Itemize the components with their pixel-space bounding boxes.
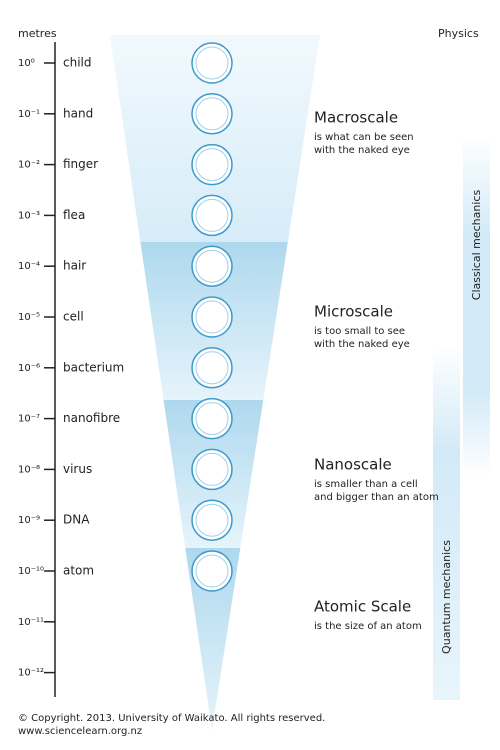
icon-inner — [195, 351, 229, 385]
icon-inner — [195, 503, 229, 537]
power-label: 10⁻⁷ — [18, 414, 40, 425]
icon — [191, 499, 233, 541]
scale-title: Atomic Scale — [314, 598, 411, 616]
icon — [191, 448, 233, 491]
icon-inner — [195, 300, 229, 334]
physics-label: Physics — [438, 27, 479, 40]
icon-inner — [195, 198, 229, 232]
power-label: 10⁻⁹ — [18, 515, 40, 526]
scale-title: Nanoscale — [314, 456, 392, 474]
icon — [191, 550, 233, 592]
classical-bar — [463, 135, 490, 475]
scale-title: Microscale — [314, 303, 393, 321]
icon-inner — [195, 148, 229, 182]
power-label: 10⁻¹ — [18, 109, 40, 120]
classical-label: Classical mechanics — [470, 190, 483, 301]
icon-inner — [195, 249, 229, 283]
icon-inner — [195, 46, 229, 80]
icon-inner — [195, 554, 229, 588]
scale-description: with the naked eye — [314, 145, 410, 156]
funnel — [110, 35, 320, 730]
icon-inner — [195, 402, 229, 436]
item-label: atom — [63, 564, 94, 578]
icon — [191, 397, 233, 440]
item-label: nanofibre — [63, 411, 120, 425]
power-label: 10⁻¹⁰ — [18, 566, 44, 577]
power-label: 10⁻² — [18, 160, 40, 171]
scale-description: with the naked eye — [314, 339, 410, 350]
power-label: 10⁻¹² — [18, 668, 44, 679]
scale-description: and bigger than an atom — [314, 492, 439, 503]
item-label: virus — [63, 462, 92, 476]
item-label: flea — [63, 208, 85, 222]
icon — [191, 245, 233, 287]
power-label: 10⁻⁴ — [18, 261, 40, 272]
axis-label: metres — [18, 27, 57, 40]
item-label: DNA — [63, 513, 90, 527]
icon-inner — [195, 452, 229, 486]
power-label: 10⁰ — [18, 58, 35, 69]
icon — [191, 296, 233, 338]
scale-title: Macroscale — [314, 109, 398, 127]
scale-description: is what can be seen — [314, 132, 414, 143]
funnel-band — [110, 35, 320, 242]
power-label: 10⁻¹¹ — [18, 617, 44, 628]
funnel-band — [185, 548, 241, 730]
item-label: child — [63, 56, 92, 70]
scale-description: is too small to see — [314, 326, 405, 337]
item-label: hair — [63, 259, 86, 273]
scale-description: is smaller than a cell — [314, 479, 418, 490]
quantum-label: Quantum mechanics — [440, 540, 453, 654]
power-label: 10⁻³ — [18, 210, 40, 221]
copyright: © Copyright. 2013. University of Waikato… — [18, 713, 325, 724]
icon — [191, 42, 233, 84]
item-label: hand — [63, 106, 93, 120]
icon — [191, 194, 233, 237]
item-label: finger — [63, 157, 98, 171]
scale-description: is the size of an atom — [314, 621, 422, 632]
item-label: bacterium — [63, 360, 124, 374]
power-label: 10⁻⁵ — [18, 312, 40, 323]
icon — [191, 93, 233, 135]
icon — [191, 143, 233, 186]
quantum-bar — [433, 345, 460, 700]
icon-inner — [195, 97, 229, 131]
power-label: 10⁻⁶ — [18, 363, 40, 374]
website: www.sciencelearn.org.nz — [18, 726, 142, 737]
icon — [191, 347, 233, 389]
power-label: 10⁻⁸ — [18, 464, 40, 475]
item-label: cell — [63, 310, 84, 324]
